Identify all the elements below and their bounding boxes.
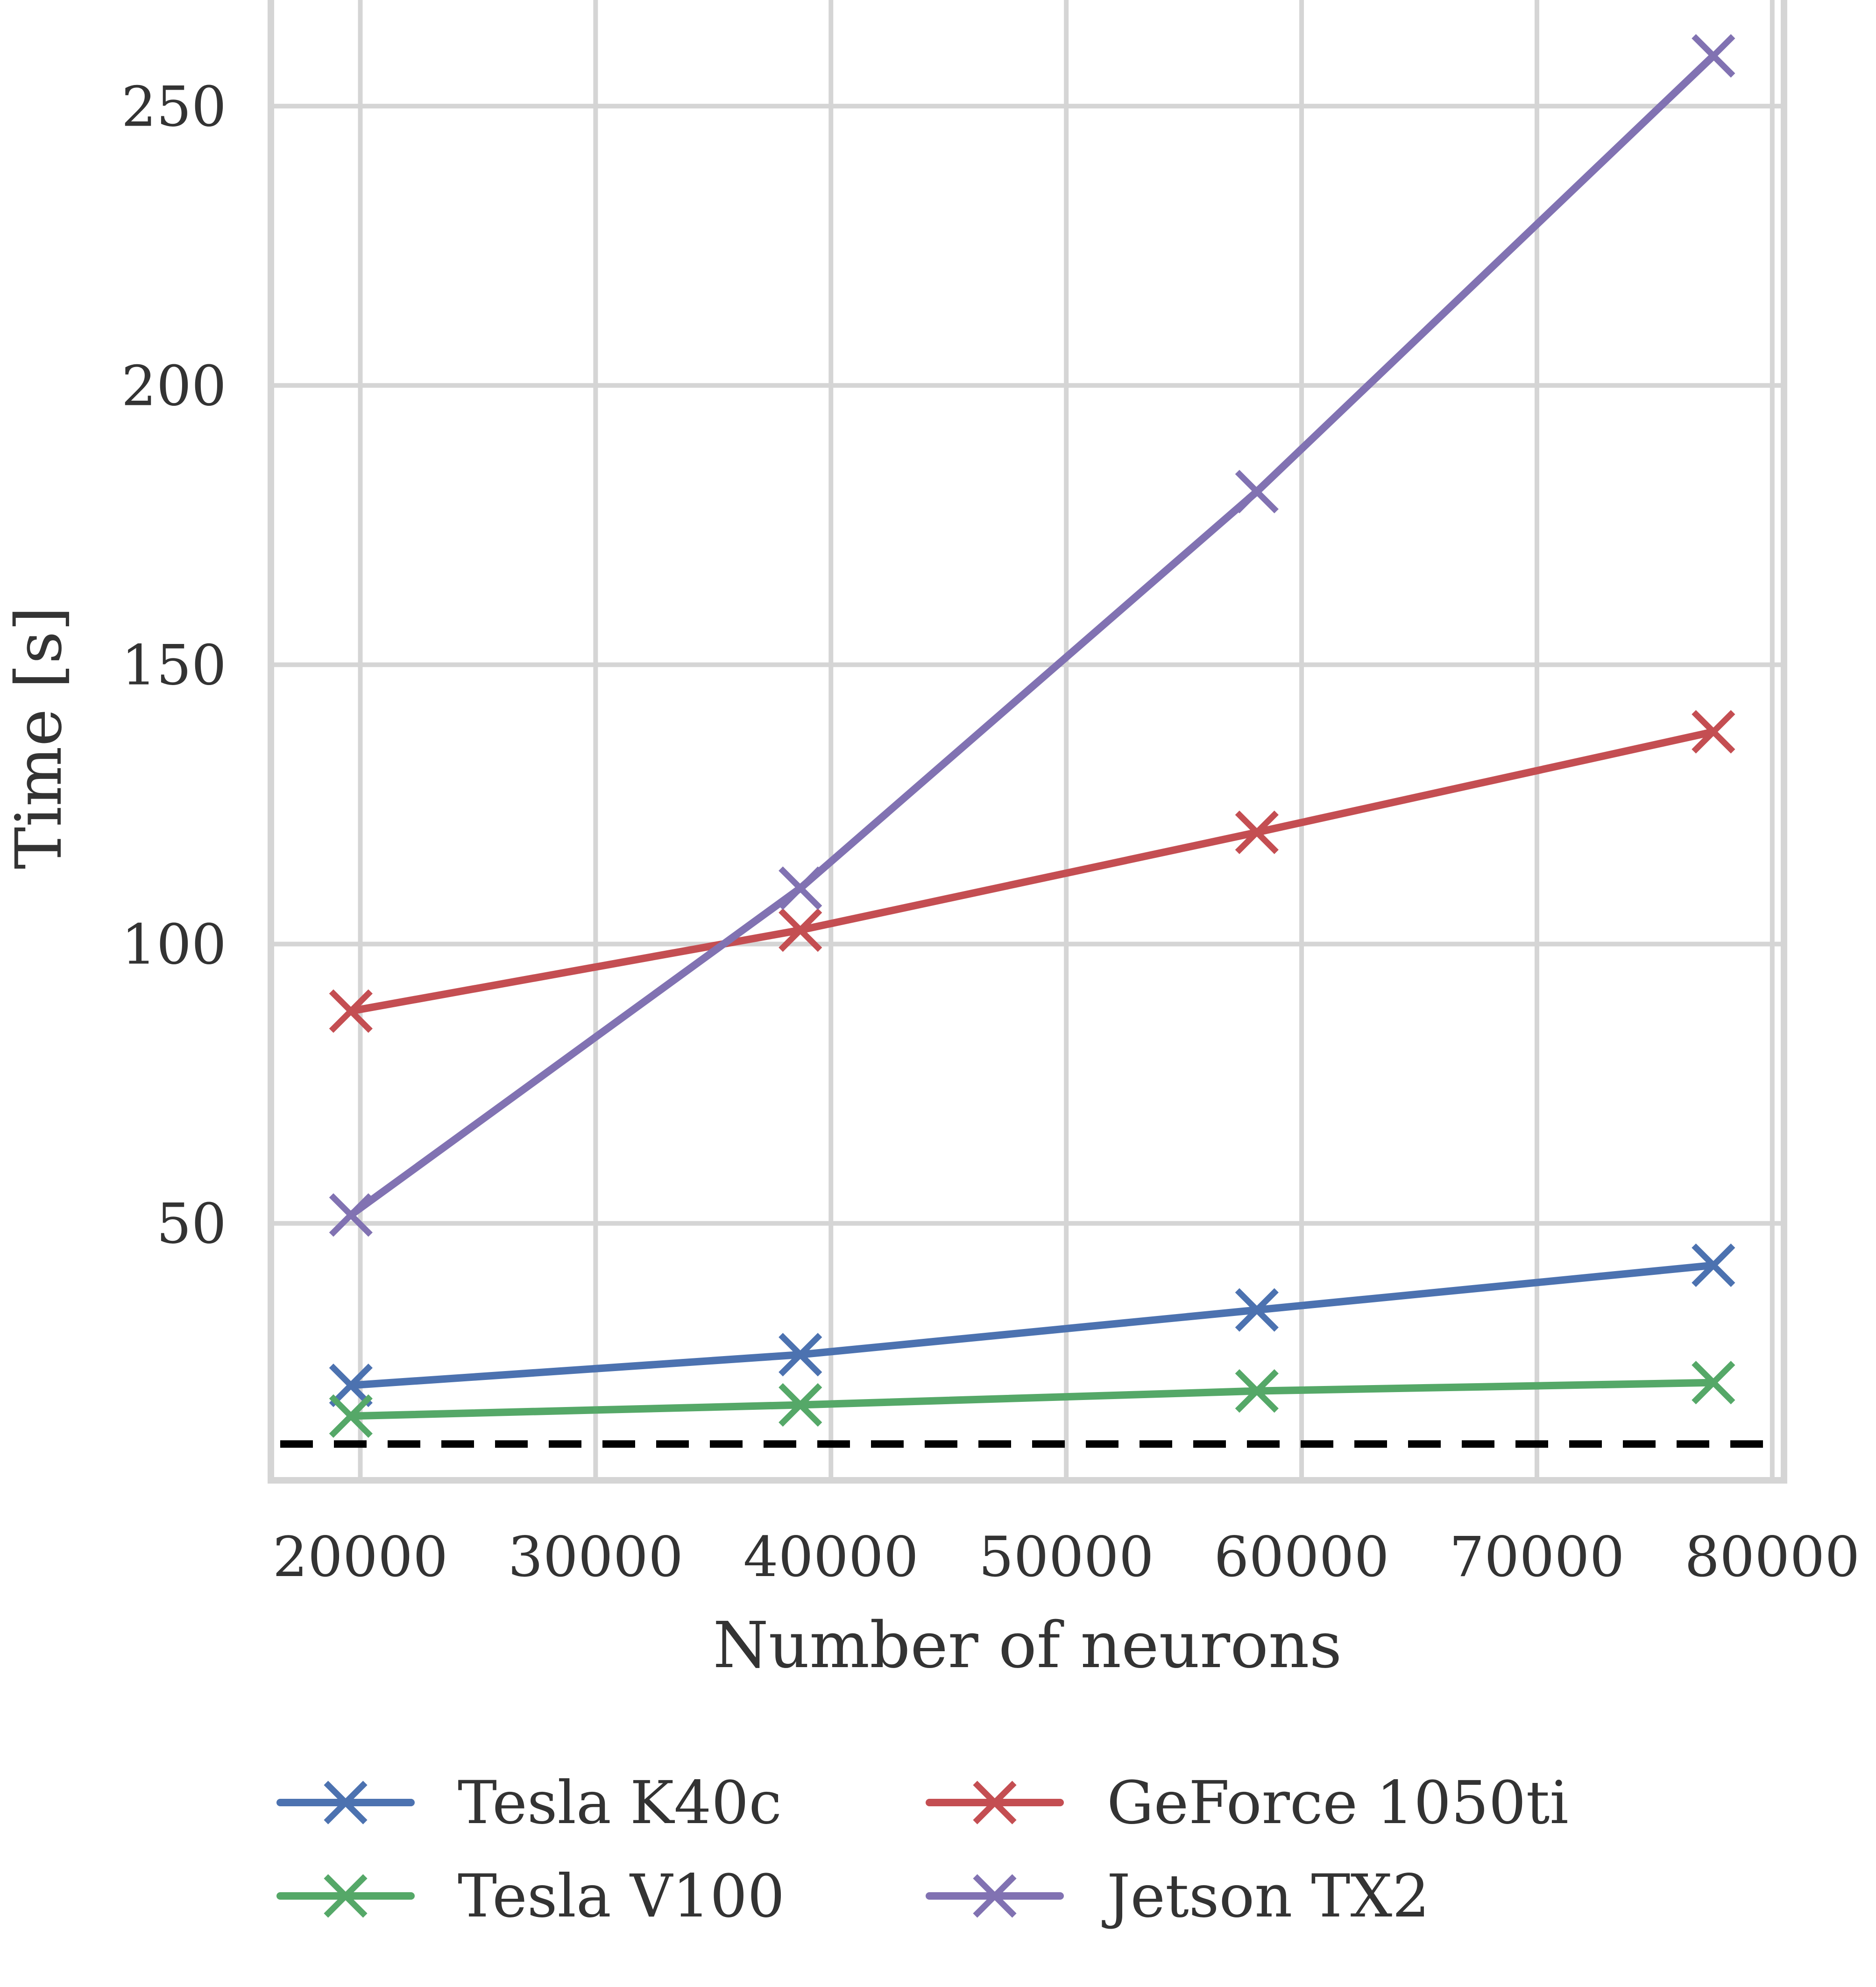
series-line <box>347 1379 1717 1420</box>
data-point-marker <box>1692 34 1735 78</box>
legend: Tesla K40c Tesla V100 GeForce 1050ti Jetson… <box>276 1768 1569 1930</box>
data-point-marker <box>329 1193 373 1237</box>
y-tick-label: 50 <box>156 1192 227 1256</box>
series-line <box>347 728 1717 1015</box>
data-point-marker <box>329 1394 373 1438</box>
data-point-marker <box>1235 1288 1279 1332</box>
data-point-marker <box>329 989 373 1033</box>
legend-marker-icon <box>324 1874 368 1918</box>
data-point-marker <box>1235 470 1279 514</box>
series-layer <box>329 34 1735 1438</box>
legend-label: Tesla K40c <box>458 1768 782 1837</box>
legend-item: GeForce 1050ti <box>926 1768 1569 1837</box>
y-axis-label: Time [s] <box>2 607 76 870</box>
x-tick-label: 70000 <box>1449 1525 1624 1589</box>
data-point-marker <box>779 908 822 952</box>
legend-marker-icon <box>324 1781 368 1824</box>
legend-label: GeForce 1050ti <box>1107 1768 1569 1837</box>
tick-labels: 20000 30000 40000 50000 60000 70000 80000 50 100… <box>121 74 1860 1589</box>
data-point-marker <box>779 1383 822 1427</box>
data-point-marker <box>329 1364 373 1407</box>
series-tesla-v100 <box>329 1361 1735 1438</box>
x-axis-label: Number of neurons <box>713 1609 1342 1683</box>
plot-frame <box>268 0 1787 1484</box>
data-point-marker <box>1235 810 1279 854</box>
data-point-marker <box>1235 1369 1279 1413</box>
x-tick-label: 20000 <box>273 1525 448 1589</box>
legend-label: Tesla V100 <box>458 1862 785 1930</box>
legend-marker-icon <box>973 1874 1017 1918</box>
y-tick-label: 250 <box>121 74 227 139</box>
series-jetson-tx2 <box>329 34 1735 1237</box>
x-tick-label: 40000 <box>743 1525 919 1589</box>
data-point-marker <box>779 1333 822 1377</box>
data-point-marker <box>1692 1243 1735 1287</box>
y-tick-label: 200 <box>121 354 227 418</box>
data-point-marker <box>1692 1361 1735 1405</box>
series-line <box>347 52 1717 1219</box>
x-tick-label: 50000 <box>978 1525 1154 1589</box>
x-tick-label: 80000 <box>1685 1525 1860 1589</box>
plot-border <box>268 0 1787 1484</box>
data-point-marker <box>779 866 822 910</box>
y-tick-label: 100 <box>121 912 227 977</box>
legend-item: Tesla V100 <box>276 1862 785 1930</box>
legend-label: Jetson TX2 <box>1102 1862 1430 1930</box>
series-line <box>347 1261 1717 1389</box>
x-tick-label: 30000 <box>508 1525 683 1589</box>
grid <box>271 0 1784 1480</box>
series-tesla-k40c <box>329 1243 1735 1407</box>
legend-item: Tesla K40c <box>276 1768 782 1837</box>
x-tick-label: 60000 <box>1214 1525 1389 1589</box>
data-point-marker <box>1692 710 1735 754</box>
legend-marker-icon <box>973 1781 1017 1824</box>
y-tick-label: 150 <box>121 633 227 698</box>
series-geforce-1050ti <box>329 710 1735 1033</box>
legend-item: Jetson TX2 <box>926 1862 1430 1930</box>
